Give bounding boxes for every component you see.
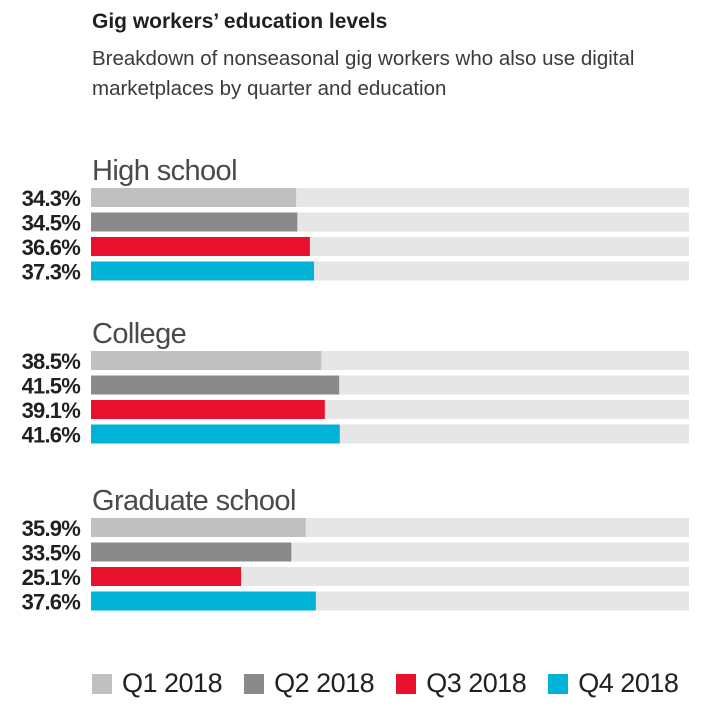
legend-item: Q2 2018 <box>244 668 375 699</box>
legend-label: Q1 2018 <box>122 668 223 698</box>
data-label: 36.6% <box>22 235 81 260</box>
bar <box>91 542 292 562</box>
bar-chart: High school 34.3%34.5%36.6%37.3% College 38… <box>22 155 689 615</box>
legend-item: Q4 2018 <box>548 668 679 699</box>
data-label: 41.5% <box>22 374 81 399</box>
bar <box>91 400 325 419</box>
legend-swatch <box>548 673 569 694</box>
legend-swatch <box>244 673 265 694</box>
data-label: 33.5% <box>22 541 81 566</box>
data-label: 41.6% <box>22 423 81 448</box>
legend-label: Q4 2018 <box>578 668 679 698</box>
data-label: 37.3% <box>22 260 81 285</box>
group-label: Graduate school <box>92 485 296 517</box>
legend-label: Q3 2018 <box>426 668 527 698</box>
legend-swatch <box>396 673 417 694</box>
legend-item: Q1 2018 <box>92 668 223 699</box>
data-label: 34.3% <box>22 186 81 211</box>
bar <box>91 424 340 444</box>
legend-swatch <box>92 673 112 694</box>
legend: Q1 2018 Q2 2018 Q3 2018 Q4 2018 <box>92 668 700 699</box>
bar <box>91 591 316 611</box>
group-label: High school <box>92 155 237 187</box>
bar <box>91 518 306 537</box>
data-label: 34.5% <box>22 211 81 236</box>
data-label: 37.6% <box>22 590 81 615</box>
data-label: 39.1% <box>22 398 81 423</box>
legend-label: Q2 2018 <box>274 668 375 698</box>
bar <box>91 567 242 586</box>
bar <box>91 237 310 256</box>
data-label: 25.1% <box>22 565 81 590</box>
bar <box>91 375 340 395</box>
data-label: 35.9% <box>22 516 81 541</box>
legend-item: Q3 2018 <box>396 668 527 699</box>
bar <box>91 351 322 370</box>
chart-subtitle: Breakdown of nonseasonal gig workers who… <box>92 47 635 100</box>
data-label: 38.5% <box>22 349 81 374</box>
bar <box>91 261 315 281</box>
bar <box>91 188 297 207</box>
bar <box>91 212 298 232</box>
group-label: College <box>92 318 186 350</box>
chart-title: Gig workers’ education levels <box>92 10 388 33</box>
